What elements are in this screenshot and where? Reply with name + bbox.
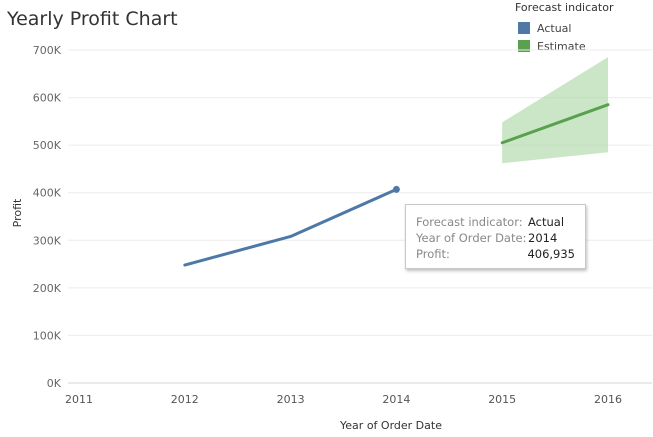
tooltip-value: Actual [528,215,565,229]
x-axis-title: Year of Order Date [339,419,442,432]
y-axis-title: Profit [11,198,24,227]
tooltip: Forecast indicator: Actual Year of Order… [405,204,586,269]
y-tick-label: 100K [33,329,62,342]
tooltip-value: 2014 [528,231,558,245]
legend-swatch-actual [518,22,530,34]
tooltip-row: Profit: 406,935 [416,246,575,262]
tooltip-key: Profit: [416,247,450,261]
highlighted-point [392,185,400,193]
y-tick-label: 200K [33,282,62,295]
y-tick-label: 400K [33,187,62,200]
legend-title: Forecast indicator [515,1,614,14]
tooltip-row: Forecast indicator: Actual [416,214,575,230]
legend-swatch-estimate [518,40,530,52]
forecast-band [502,57,608,164]
x-tick-label: 2015 [488,393,516,406]
legend-label-estimate: Estimate [537,39,586,53]
tooltip-key: Year of Order Date: [416,231,527,245]
legend-item-estimate[interactable]: Estimate [518,37,613,55]
tooltip-row: Year of Order Date: 2014 [416,230,575,246]
tooltip-value: 406,935 [527,247,575,261]
legend: Forecast indicator Actual Estimate [515,1,613,55]
y-tick-label: 500K [33,139,62,152]
series-line-estimate [500,103,610,145]
chart-title: Yearly Profit Chart [7,8,178,30]
y-tick-label: 300K [33,234,62,247]
x-tick-label: 2014 [382,393,410,406]
y-tick-label: 600K [33,92,62,105]
tooltip-key: Forecast indicator: [416,215,523,229]
x-tick-label: 2012 [171,393,199,406]
x-tick-label: 2011 [65,393,93,406]
y-tick-label: 700K [33,44,62,57]
x-tick-label: 2013 [277,393,305,406]
legend-label-actual: Actual [537,21,572,35]
legend-item-actual[interactable]: Actual [518,19,613,37]
series-line-actual [183,187,398,267]
x-tick-label: 2016 [594,393,622,406]
y-tick-label: 0K [47,377,62,390]
